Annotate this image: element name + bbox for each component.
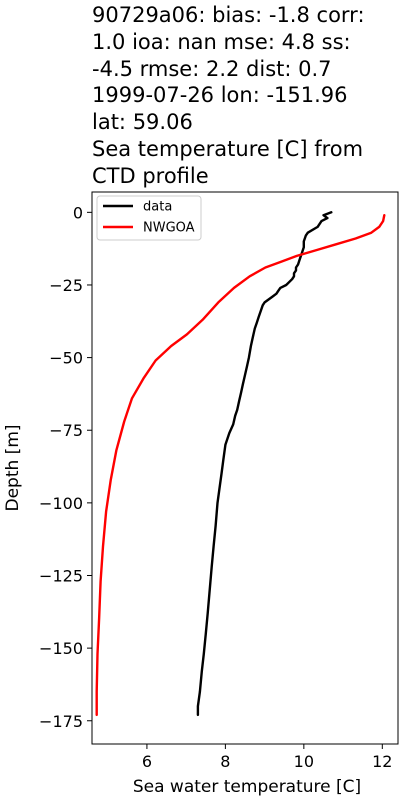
y-tick-label: −125 — [39, 566, 83, 585]
chart-title: 90729a06: bias: -1.8 corr: 1.0 ioa: nan … — [92, 3, 365, 188]
series-lines — [95, 211, 386, 717]
y-axis-label: Depth [m] — [3, 424, 23, 511]
y-tick-label: −25 — [49, 276, 83, 295]
x-tick-label: 8 — [220, 752, 230, 771]
axes-frame — [91, 191, 399, 745]
series-line-nwgoa — [95, 213, 386, 717]
series-line-data — [196, 211, 333, 717]
x-tick-label: 12 — [372, 752, 392, 771]
y-tick-label: 0 — [73, 203, 83, 222]
x-axis-label: Sea water temperature [C] — [133, 777, 361, 797]
legend-label-nwgoa: NWGOA — [143, 221, 195, 236]
legend: data NWGOA — [96, 195, 202, 241]
y-tick-label: −50 — [49, 349, 83, 368]
x-tick-label: 10 — [294, 752, 314, 771]
y-tick-label: −150 — [39, 639, 83, 658]
y-tick-label: −175 — [39, 712, 83, 731]
y-tick-label: −75 — [49, 421, 83, 440]
legend-label-data: data — [143, 200, 172, 215]
x-tick-label: 6 — [142, 752, 152, 771]
y-tick-label: −100 — [39, 494, 83, 513]
axes: 6 8 10 12 0 −25 −50 −75 −100 −125 −150 −175 Sea wate… — [3, 191, 399, 797]
